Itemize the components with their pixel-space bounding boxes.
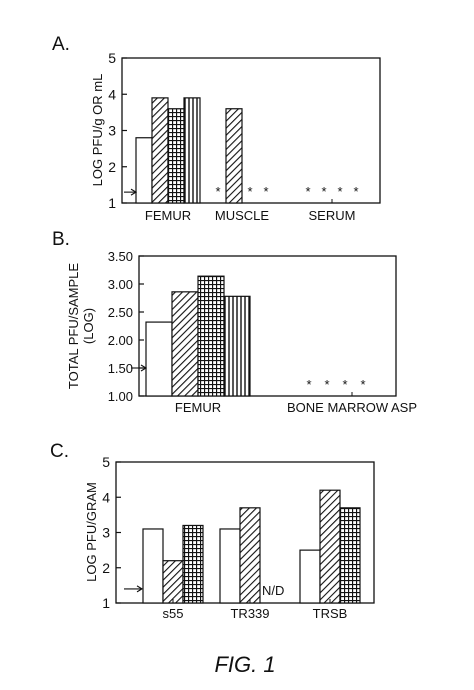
- panel-a-bar-femur-open: [135, 137, 153, 204]
- panel-b-bar-femur-grid: [197, 275, 225, 397]
- panel-b-y-tick-label: 2.00: [108, 333, 133, 348]
- panel-c-y-tick-label: 5: [102, 454, 110, 470]
- panel-a-y-tick-label: 4: [108, 86, 116, 102]
- panel-a-bar-muscle-hatch: [225, 108, 243, 204]
- panel-b-bar-femur-open: [145, 321, 173, 397]
- panel-c-y-tick-label: 4: [102, 489, 110, 505]
- panel-a: A. LOG PFU/g OR mL 1 2 3 4 5 FEMUR MUSCLE SERUM…: [52, 34, 381, 223]
- panel-a-y-tick-label: 3: [108, 123, 116, 139]
- panel-a-not-detected-marker: *: [215, 184, 220, 199]
- panel-c-y-tick-label: 1: [102, 595, 110, 611]
- panel-a-bar-femur-grid: [167, 108, 185, 204]
- panel-b-not-detected-marker: *: [324, 377, 329, 392]
- panel-c-nd-annotation: N/D: [262, 583, 284, 598]
- panel-a-y-tick-label: 2: [108, 159, 116, 175]
- panel-a-bar-femur-hatch: [151, 97, 169, 204]
- panel-c-bar-trsb-hatch: [319, 489, 341, 604]
- panel-b-bar-femur-hatch: [171, 291, 199, 397]
- panel-a-y-axis-label: LOG PFU/g OR mL: [90, 74, 105, 187]
- panel-a-category-label: SERUM: [309, 208, 356, 223]
- panel-c-bar-s55-grid: [182, 524, 204, 604]
- panel-a-not-detected-marker: *: [353, 184, 358, 199]
- panel-a-y-tick-label: 1: [108, 195, 116, 211]
- panel-b-plot-area: [138, 255, 397, 397]
- panel-b-not-detected-marker: *: [342, 377, 347, 392]
- panel-b-y-axis-label-line-1: TOTAL PFU/SAMPLE: [66, 263, 81, 390]
- panel-a-marks: 1 2 3 4 5 FEMUR MUSCLE SERUM * * * * * * *: [108, 50, 358, 223]
- panel-b-y-axis-label-line-2: (LOG): [81, 308, 96, 344]
- panel-a-detection-limit-arrowhead: [130, 188, 138, 196]
- panel-c-bar-s55-hatch: [162, 560, 184, 604]
- panel-b: B. TOTAL PFU/SAMPLE (LOG) 1.00 1.50 2.00 2.…: [52, 229, 417, 415]
- panel-a-not-detected-marker: *: [337, 184, 342, 199]
- panel-b-bar-femur-vlines: [223, 295, 251, 397]
- panel-c-category-label: TR339: [230, 606, 269, 621]
- panel-b-marks: 1.00 1.50 2.00 2.50 3.00 3.50 FEMUR BONE MARROW…: [108, 249, 417, 415]
- panel-c-marks: 1 2 3 4 5 s55 TR339 TRSB N/D: [102, 454, 361, 621]
- panel-a-not-detected-marker: *: [247, 184, 252, 199]
- panel-c-bar-tr339-hatch: [239, 507, 261, 604]
- panel-a-bar-femur-vlines: [183, 97, 201, 204]
- panel-c: C. LOG PFU/GRAM 1 2 3 4 5 s55 TR339 TRSB N/D: [50, 441, 375, 621]
- panel-b-category-label: BONE MARROW ASP: [287, 400, 417, 415]
- panel-a-category-label: FEMUR: [145, 208, 191, 223]
- panel-b-y-tick-label: 3.00: [108, 277, 133, 292]
- panel-b-y-tick-label: 1.50: [108, 361, 133, 376]
- panel-c-bar-s55-open: [142, 528, 164, 604]
- panel-b-detection-limit-arrowhead: [140, 364, 148, 372]
- panel-b-y-tick-label: 3.50: [108, 249, 133, 264]
- panel-c-bar-tr339-open: [219, 528, 241, 604]
- panel-c-y-tick-label: 2: [102, 560, 110, 576]
- panel-b-y-tick-label: 2.50: [108, 305, 133, 320]
- figure-caption: FIG. 1: [214, 652, 275, 677]
- panel-a-category-label: MUSCLE: [215, 208, 270, 223]
- panel-b-category-label: FEMUR: [175, 400, 221, 415]
- panel-c-letter: C.: [50, 441, 69, 462]
- panel-a-not-detected-marker: *: [263, 184, 268, 199]
- panel-c-y-axis-label: LOG PFU/GRAM: [84, 482, 99, 582]
- panel-c-y-tick-label: 3: [102, 525, 110, 541]
- panel-a-y-tick-label: 5: [108, 50, 116, 66]
- panel-a-not-detected-marker: *: [305, 184, 310, 199]
- panel-b-y-tick-label: 1.00: [108, 389, 133, 404]
- panel-b-letter: B.: [52, 229, 70, 250]
- panel-b-not-detected-marker: *: [360, 377, 365, 392]
- panel-c-bar-trsb-open: [299, 549, 321, 604]
- panel-c-bar-trsb-grid: [339, 507, 361, 604]
- panel-c-category-label: s55: [163, 606, 184, 621]
- panel-a-letter: A.: [52, 34, 70, 55]
- panel-a-not-detected-marker: *: [321, 184, 326, 199]
- panel-c-detection-limit-arrowhead: [136, 585, 144, 593]
- panel-c-category-label: TRSB: [313, 606, 348, 621]
- panel-b-not-detected-marker: *: [306, 377, 311, 392]
